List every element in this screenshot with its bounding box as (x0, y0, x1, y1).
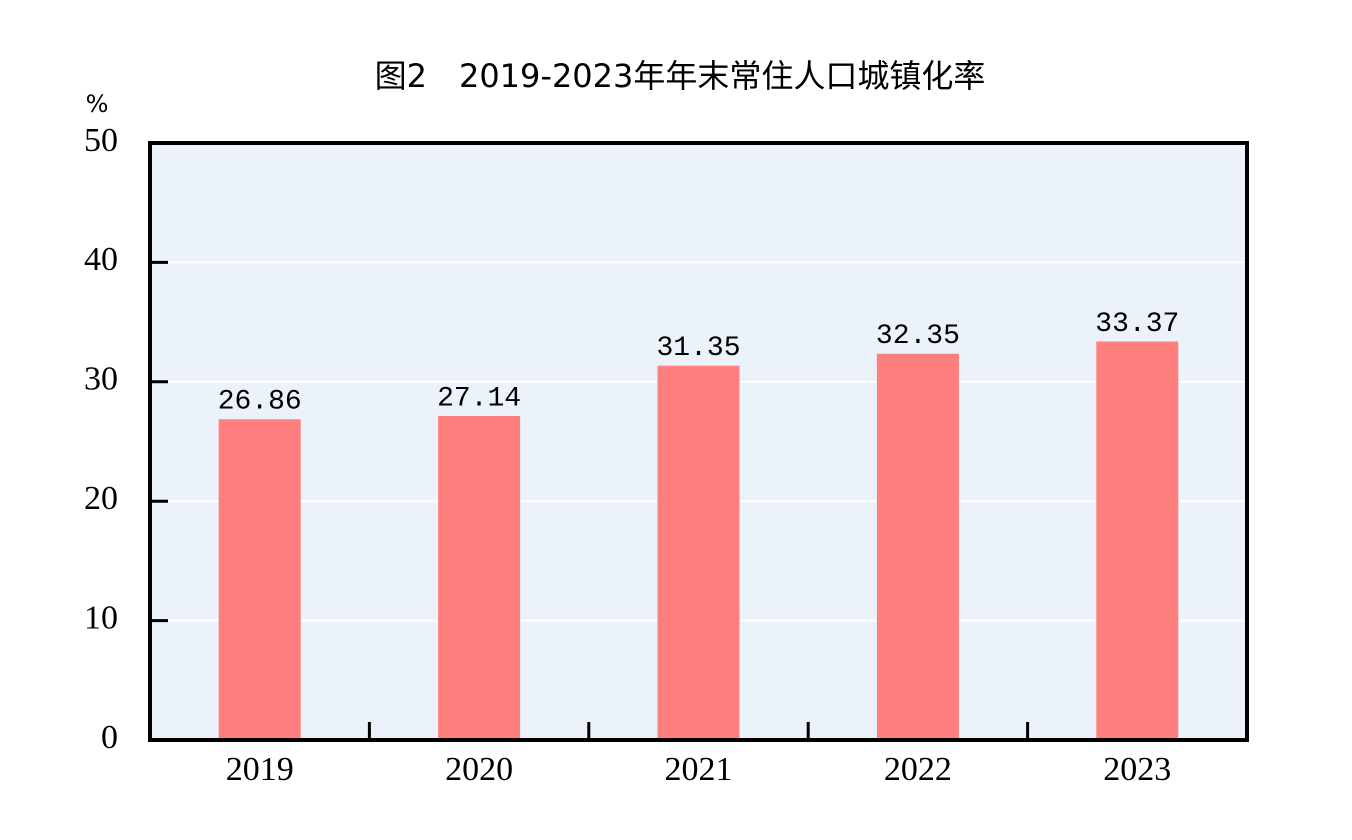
bar (1096, 341, 1179, 740)
value-label: 31.35 (656, 333, 740, 364)
y-tick-label: 50 (84, 122, 118, 159)
y-axis-label: % (86, 90, 109, 118)
bar (657, 365, 740, 740)
value-label: 27.14 (437, 383, 521, 414)
x-tick-label: 2022 (884, 751, 952, 788)
x-tick-label: 2019 (226, 751, 294, 788)
bar (218, 419, 301, 740)
plot-frame (148, 141, 1249, 742)
bar (876, 353, 959, 740)
value-label: 26.86 (218, 387, 302, 418)
x-tick-label: 2020 (445, 751, 513, 788)
value-label: 33.37 (1095, 309, 1179, 340)
bar (438, 415, 521, 740)
chart-title: 图2 2019-2023年年末常住人口城镇化率 (375, 57, 986, 95)
y-tick-label: 20 (84, 480, 118, 517)
y-tick-label: 40 (84, 241, 118, 278)
y-tick-label: 0 (101, 719, 118, 756)
x-tick-label: 2023 (1103, 751, 1171, 788)
y-tick-label: 30 (84, 361, 118, 398)
x-tick-label: 2021 (665, 751, 733, 788)
y-tick-label: 10 (84, 599, 118, 636)
value-label: 32.35 (876, 321, 960, 352)
